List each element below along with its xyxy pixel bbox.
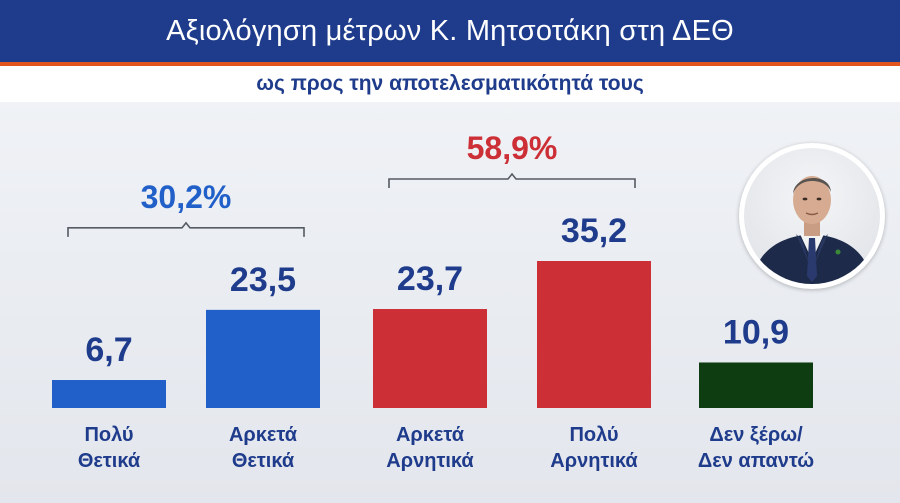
data-label: 10,9 (723, 313, 789, 351)
category-label: Αρκετά (229, 424, 298, 446)
portrait-photo (744, 148, 880, 284)
bar (537, 261, 651, 408)
category-label: Θετικά (232, 450, 295, 472)
category-label: Αρνητικά (386, 450, 474, 472)
category-label: Πολύ (569, 424, 618, 446)
data-label: 6,7 (85, 331, 132, 369)
bar (206, 309, 320, 408)
avatar (739, 143, 885, 289)
accent-line (0, 62, 900, 66)
data-label: 23,7 (397, 260, 463, 298)
person-portrait-icon (752, 176, 872, 284)
bar (52, 380, 166, 408)
group-total-label: 58,9% (467, 130, 558, 166)
bar (699, 362, 813, 408)
title-bar: Αξιολόγηση μέτρων Κ. Μητσοτάκη στη ΔΕΘ (0, 0, 900, 62)
group-total-label: 30,2% (141, 179, 232, 215)
category-label: Δεν απαντώ (698, 450, 814, 472)
chart-subtitle: ως προς την αποτελεσματικότητά τους (256, 72, 644, 95)
category-label: Δεν ξέρω/ (709, 424, 803, 446)
category-label: Αρκετά (396, 424, 465, 446)
group-bracket (388, 172, 636, 188)
category-label: Πολύ (84, 424, 133, 446)
data-label: 35,2 (561, 212, 627, 250)
category-label: Θετικά (78, 450, 141, 472)
bar (373, 309, 487, 408)
data-label: 23,5 (230, 261, 296, 299)
category-label: Αρνητικά (550, 450, 638, 472)
subtitle-bar: ως προς την αποτελεσματικότητά τους (0, 66, 900, 102)
group-bracket (67, 221, 305, 237)
chart-title: Αξιολόγηση μέτρων Κ. Μητσοτάκη στη ΔΕΘ (166, 14, 734, 47)
